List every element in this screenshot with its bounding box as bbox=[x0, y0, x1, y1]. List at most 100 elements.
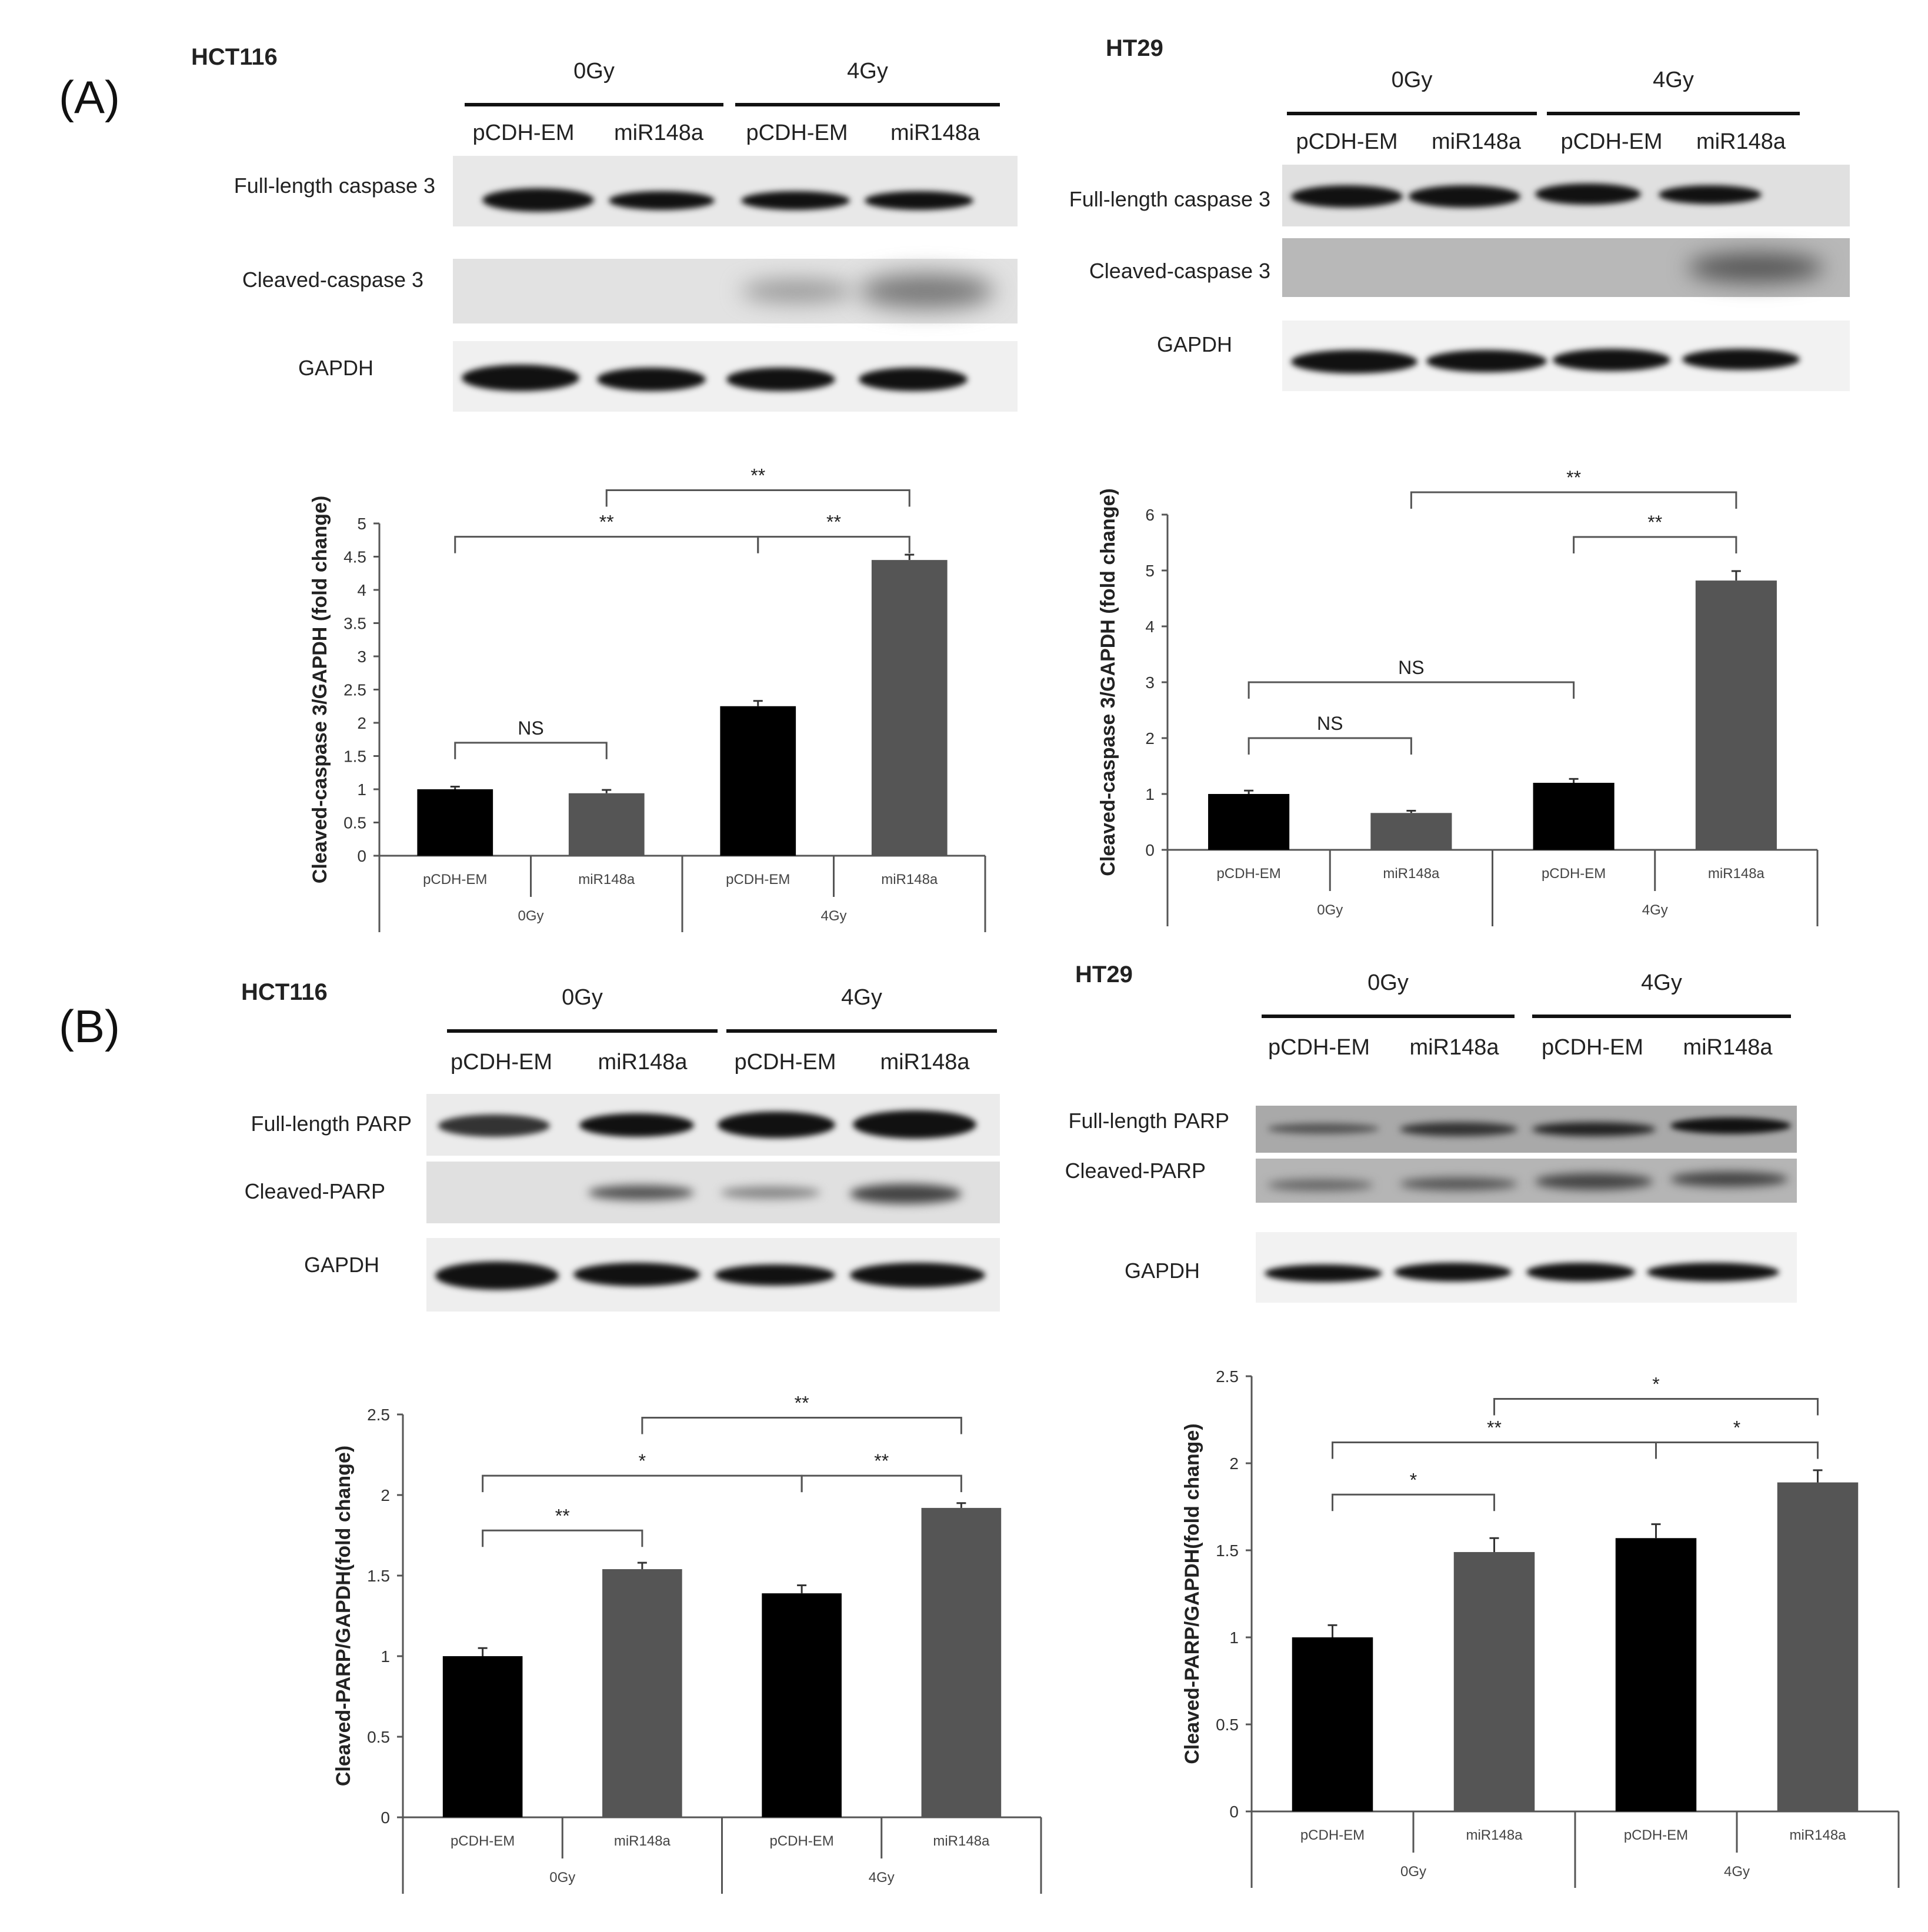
significance-bracket: * bbox=[1655, 1417, 1819, 1459]
svg-text:2.5: 2.5 bbox=[367, 1406, 390, 1424]
svg-text:2: 2 bbox=[1145, 729, 1155, 748]
svg-text:4Gy: 4Gy bbox=[820, 908, 846, 924]
svg-text:5: 5 bbox=[1145, 562, 1155, 580]
svg-text:2.5: 2.5 bbox=[343, 681, 366, 699]
lane-label: miR148a bbox=[880, 1050, 970, 1075]
svg-text:NS: NS bbox=[518, 718, 543, 739]
blot-row-gapdh bbox=[453, 341, 1018, 412]
svg-text:0Gy: 0Gy bbox=[518, 908, 543, 924]
svg-text:0.5: 0.5 bbox=[1216, 1716, 1239, 1734]
svg-text:1: 1 bbox=[381, 1647, 390, 1666]
chart-b-hct116: 0 0.5 1 1.5 2 2.5 pCDH-EM miR148a pCDH-EM miR148a… bbox=[294, 1347, 1059, 1929]
svg-text:0: 0 bbox=[357, 847, 366, 865]
svg-text:2: 2 bbox=[357, 714, 366, 732]
svg-text:**: ** bbox=[750, 465, 765, 486]
svg-text:4Gy: 4Gy bbox=[1642, 902, 1668, 918]
row-label: GAPDH bbox=[1156, 332, 1232, 356]
blot-row-cleaved-caspase3 bbox=[1282, 238, 1850, 297]
svg-text:5: 5 bbox=[357, 515, 366, 533]
svg-text:0: 0 bbox=[381, 1808, 390, 1827]
blot-row-full-length-parp bbox=[426, 1094, 1000, 1156]
svg-text:*: * bbox=[1652, 1373, 1659, 1394]
svg-text:miR148a: miR148a bbox=[578, 872, 635, 887]
chart-a-ht29: 0 1 2 3 4 5 6 pCDH-EM miR148a pCDH-EM miR148a 0Gy 4G… bbox=[1035, 435, 1859, 953]
svg-text:miR148a: miR148a bbox=[1789, 1827, 1846, 1843]
svg-text:Cleaved-PARP/GAPDH(fold change: Cleaved-PARP/GAPDH(fold change) bbox=[1181, 1423, 1203, 1764]
svg-text:pCDH-EM: pCDH-EM bbox=[423, 872, 487, 887]
svg-text:**: ** bbox=[874, 1450, 889, 1471]
svg-text:miR148a: miR148a bbox=[933, 1833, 990, 1849]
svg-text:1: 1 bbox=[357, 780, 366, 799]
row-label: GAPDH bbox=[303, 1253, 379, 1277]
row-label: GAPDH bbox=[1124, 1259, 1200, 1283]
svg-text:pCDH-EM: pCDH-EM bbox=[726, 872, 790, 887]
dose-bar bbox=[1287, 112, 1537, 115]
chart-b-ht29: 0 0.5 1 1.5 2 2.5 pCDH-EM miR148a pCDH-EM miR148a… bbox=[1094, 1317, 1917, 1929]
svg-text:1.5: 1.5 bbox=[367, 1567, 390, 1585]
significance-bracket: ** bbox=[641, 1392, 962, 1434]
lane-label: miR148a bbox=[1683, 1035, 1773, 1060]
cell-line-label: HT29 bbox=[1106, 35, 1163, 61]
significance-bracket: NS bbox=[1247, 657, 1575, 699]
chart-a-hct116: 0 0.5 1 1.5 2 2.5 3 3.5 4 4.5 5 pCDH-EM miR148a pCDH-… bbox=[235, 435, 1029, 953]
blot-row-gapdh bbox=[426, 1238, 1000, 1312]
row-label: Cleaved-PARP bbox=[1065, 1159, 1206, 1183]
row-label: Cleaved-caspase 3 bbox=[242, 268, 423, 292]
svg-text:4Gy: 4Gy bbox=[869, 1870, 895, 1886]
svg-text:0: 0 bbox=[1229, 1803, 1239, 1821]
blot-b-hct116: HCT116 0Gy 4Gy pCDH-EM miR148a pCDH-EM m… bbox=[0, 953, 1029, 1335]
row-label: GAPDH bbox=[298, 356, 373, 380]
svg-text:Cleaved-caspase 3/GAPDH (fold: Cleaved-caspase 3/GAPDH (fold change) bbox=[1097, 488, 1119, 876]
dose-bar bbox=[1532, 1015, 1791, 1018]
row-label: Full-length PARP bbox=[251, 1112, 412, 1136]
lane-label: pCDH-EM bbox=[1267, 1035, 1370, 1060]
svg-text:**: ** bbox=[555, 1505, 570, 1526]
significance-bracket: ** bbox=[605, 465, 910, 507]
blot-row-cleaved-caspase3 bbox=[453, 259, 1018, 323]
svg-text:1.5: 1.5 bbox=[343, 748, 366, 766]
svg-text:**: ** bbox=[826, 512, 841, 533]
row-label: Cleaved-PARP bbox=[244, 1179, 385, 1203]
svg-text:pCDH-EM: pCDH-EM bbox=[769, 1833, 833, 1849]
row-label: Full-length PARP bbox=[1068, 1109, 1229, 1133]
svg-text:4: 4 bbox=[357, 581, 366, 599]
svg-text:3.5: 3.5 bbox=[343, 615, 366, 633]
dose-label-0gy: 0Gy bbox=[1391, 68, 1433, 92]
svg-text:1: 1 bbox=[1145, 785, 1155, 803]
panel-label-b: (B) bbox=[59, 1000, 120, 1052]
svg-text:4.5: 4.5 bbox=[343, 548, 366, 566]
svg-text:NS: NS bbox=[1317, 713, 1343, 734]
dose-bar bbox=[447, 1029, 718, 1033]
significance-bracket: * bbox=[1493, 1373, 1819, 1416]
svg-text:pCDH-EM: pCDH-EM bbox=[1300, 1827, 1365, 1843]
lane-label: pCDH-EM bbox=[1560, 129, 1663, 154]
dose-bar bbox=[735, 103, 1000, 106]
blot-row-full-length-caspase3 bbox=[1282, 165, 1850, 226]
lane-label: miR148a bbox=[1431, 129, 1522, 154]
significance-bracket: * bbox=[482, 1450, 803, 1493]
svg-text:miR148a: miR148a bbox=[1708, 866, 1765, 882]
svg-text:2: 2 bbox=[381, 1486, 390, 1504]
svg-text:pCDH-EM: pCDH-EM bbox=[1624, 1827, 1688, 1843]
significance-bracket: NS bbox=[1247, 713, 1412, 755]
svg-text:0.5: 0.5 bbox=[343, 814, 366, 832]
svg-text:2.5: 2.5 bbox=[1216, 1367, 1239, 1386]
blot-a-ht29: HT29 0Gy 4Gy pCDH-EM miR148a pCDH-EM miR… bbox=[1029, 0, 1928, 423]
svg-text:miR148a: miR148a bbox=[1383, 866, 1440, 882]
significance-bracket: ** bbox=[800, 1450, 962, 1493]
row-label: Full-length caspase 3 bbox=[234, 173, 435, 198]
blot-row-gapdh bbox=[1282, 321, 1850, 391]
svg-text:**: ** bbox=[1647, 512, 1662, 533]
svg-text:*: * bbox=[1410, 1469, 1417, 1490]
svg-text:miR148a: miR148a bbox=[614, 1833, 671, 1849]
significance-bracket: ** bbox=[1410, 467, 1737, 509]
significance-bracket: NS bbox=[454, 718, 608, 759]
svg-text:3: 3 bbox=[1145, 673, 1155, 692]
cell-line-label: HCT116 bbox=[191, 44, 278, 70]
lane-label: pCDH-EM bbox=[746, 121, 848, 145]
significance-bracket: ** bbox=[1573, 512, 1737, 553]
significance-bracket: ** bbox=[482, 1505, 643, 1547]
lane-label: pCDH-EM bbox=[1296, 129, 1398, 154]
svg-text:*: * bbox=[1733, 1417, 1740, 1438]
blot-row-gapdh bbox=[1256, 1232, 1797, 1303]
